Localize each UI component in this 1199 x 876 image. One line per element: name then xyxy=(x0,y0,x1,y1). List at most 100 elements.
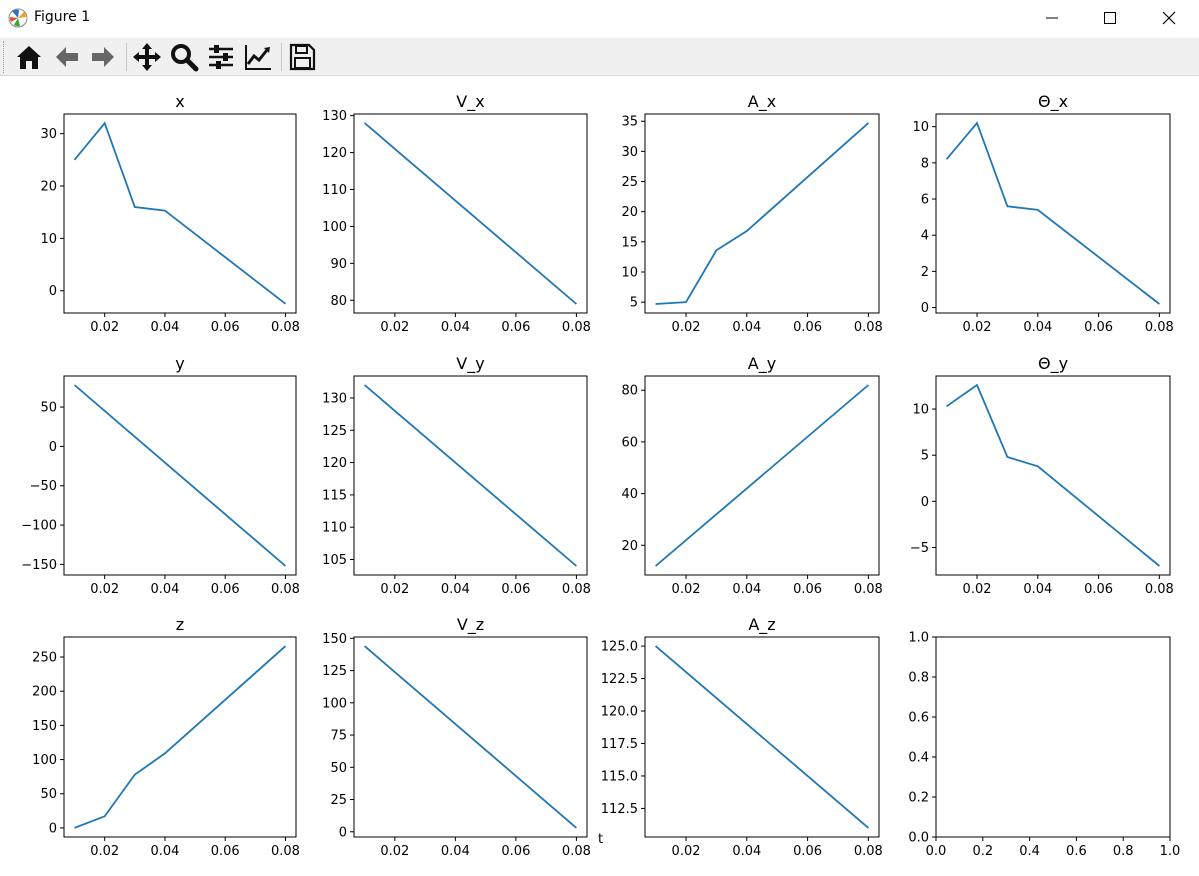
toolbar-grip[interactable] xyxy=(3,41,7,73)
y-tick-label: 0.4 xyxy=(908,751,929,766)
stray-label: t xyxy=(598,832,603,847)
x-tick-label: 0.04 xyxy=(150,844,179,859)
series-line xyxy=(364,645,577,829)
pan-button[interactable] xyxy=(130,40,164,74)
y-tick-label: 110 xyxy=(322,521,347,536)
y-tick-label: 0 xyxy=(921,301,929,316)
forward-button[interactable] xyxy=(86,40,120,74)
y-tick-label: 0.8 xyxy=(908,671,929,686)
x-tick-label: 0.8 xyxy=(1113,844,1134,859)
minimize-icon xyxy=(1046,17,1058,19)
subplot-title: A_x xyxy=(748,92,776,112)
x-tick-label: 0.06 xyxy=(211,320,240,335)
series-line xyxy=(73,121,287,305)
x-tick-label: 0.06 xyxy=(501,844,530,859)
subplot-title: V_z xyxy=(457,615,484,635)
x-tick-label: 0.04 xyxy=(732,582,761,597)
x-tick-label: 0.06 xyxy=(501,320,530,335)
y-tick-label: −5 xyxy=(910,541,929,556)
x-tick-label: 0.08 xyxy=(854,320,883,335)
y-tick-label: 5 xyxy=(921,449,929,464)
x-tick-label: 0.6 xyxy=(1066,844,1087,859)
y-tick-label: 0 xyxy=(921,495,929,510)
save-icon xyxy=(289,43,316,71)
home-icon xyxy=(17,46,41,69)
x-tick-label: 0.04 xyxy=(1023,320,1052,335)
subplot-2: V_x 0.02 0.04 0.06 0.08 80 90 100 110 120 130 xyxy=(322,92,591,335)
subplot-5: y 0.02 0.04 0.06 0.08 −150 −100 −50 0 50 xyxy=(21,354,300,597)
y-tick-label: 5 xyxy=(630,296,638,311)
toolbar-separator xyxy=(126,43,127,71)
matplotlib-icon xyxy=(8,8,28,28)
y-tick-label: 120 xyxy=(322,146,347,161)
y-tick-label: 100 xyxy=(32,753,57,768)
save-button[interactable] xyxy=(285,40,319,74)
subplot-title: Θ_x xyxy=(1038,92,1068,112)
subplot-title: x xyxy=(175,92,184,111)
x-tick-label: 0.02 xyxy=(90,582,119,597)
x-tick-label: 0.04 xyxy=(150,320,179,335)
y-tick-label: 20 xyxy=(40,180,57,195)
y-tick-label: 120 xyxy=(322,456,347,471)
x-tick-label: 0.08 xyxy=(562,320,591,335)
x-tick-label: 0.02 xyxy=(963,320,992,335)
x-tick-label: 0.06 xyxy=(211,844,240,859)
x-tick-label: 0.02 xyxy=(672,844,701,859)
title-bar: Figure 1 xyxy=(0,0,1199,36)
close-button[interactable] xyxy=(1141,0,1199,36)
subplot-3: A_x 0.02 0.04 0.06 0.08 5 10 15 20 25 30 35 xyxy=(621,92,882,335)
y-tick-label: 125 xyxy=(322,424,347,439)
x-tick-label: 0.04 xyxy=(732,320,761,335)
subplot-9: z 0.02 0.04 0.06 0.08 0 50 100 150 200 250 xyxy=(32,615,300,859)
x-tick-label: 0.08 xyxy=(1145,582,1174,597)
y-tick-label: 10 xyxy=(912,403,929,418)
x-tick-label: 0.02 xyxy=(672,320,701,335)
maximize-button[interactable] xyxy=(1082,0,1140,36)
zoom-icon xyxy=(171,44,199,72)
edit-axis-button[interactable] xyxy=(241,40,275,74)
y-tick-label: −150 xyxy=(21,558,57,573)
zoom-button[interactable] xyxy=(167,40,201,74)
y-tick-label: 112.5 xyxy=(601,802,638,817)
series-line xyxy=(74,645,287,829)
subplot-title: A_z xyxy=(748,615,775,635)
y-tick-label: 150 xyxy=(32,719,57,734)
subplot-6: V_y 0.02 0.04 0.06 0.08 105 110 115 120 125 130 xyxy=(322,354,591,597)
edit-axis-icon xyxy=(245,45,271,70)
y-tick-label: 125 xyxy=(322,664,347,679)
x-tick-label: 0.06 xyxy=(793,320,822,335)
maximize-icon xyxy=(1104,12,1116,24)
y-tick-label: 10 xyxy=(912,120,929,135)
navigation-toolbar xyxy=(0,38,1199,76)
y-tick-label: 2 xyxy=(921,265,929,280)
y-tick-label: 115 xyxy=(322,488,347,503)
axes-frame xyxy=(353,113,588,314)
y-tick-label: 0 xyxy=(49,440,57,455)
pan-icon xyxy=(133,43,161,71)
minimize-button[interactable] xyxy=(1024,0,1082,36)
subplot-title: z xyxy=(176,615,184,634)
y-tick-label: 8 xyxy=(921,156,929,171)
subplot-12: 0.0 0.2 0.4 0.6 0.8 1.0 0.0 0.2 0.4 0.6 0.8 1.0 xyxy=(908,631,1180,860)
y-tick-label: 75 xyxy=(330,729,347,744)
back-button[interactable] xyxy=(50,40,84,74)
subplots-icon xyxy=(209,45,233,69)
forward-icon xyxy=(92,47,114,67)
series-line xyxy=(73,384,287,567)
x-tick-label: 0.06 xyxy=(1084,320,1113,335)
x-tick-label: 0.4 xyxy=(1019,844,1040,859)
subplots-button[interactable] xyxy=(204,40,238,74)
y-tick-label: 25 xyxy=(330,793,347,808)
axes-frame xyxy=(935,375,1171,576)
x-tick-label: 0.06 xyxy=(793,582,822,597)
x-tick-label: 0.02 xyxy=(90,320,119,335)
y-tick-label: 10 xyxy=(621,265,638,280)
close-icon xyxy=(1162,11,1176,25)
y-tick-label: 130 xyxy=(322,391,347,406)
x-tick-label: 0.04 xyxy=(150,582,179,597)
series-line xyxy=(946,383,1160,567)
home-button[interactable] xyxy=(12,40,46,74)
x-tick-label: 0.02 xyxy=(380,844,409,859)
y-tick-label: 40 xyxy=(621,487,638,502)
